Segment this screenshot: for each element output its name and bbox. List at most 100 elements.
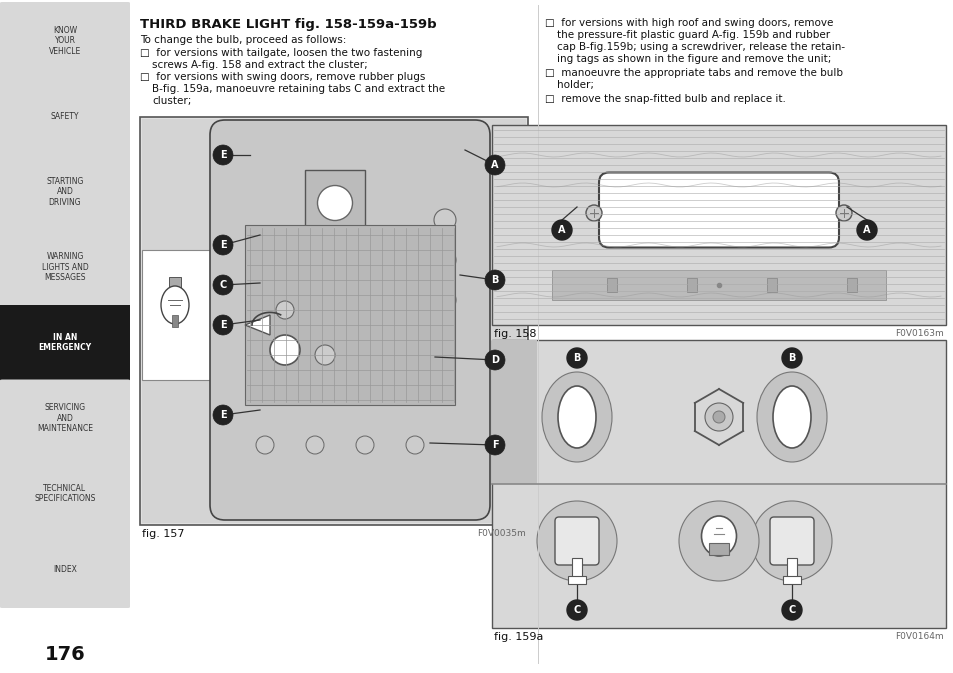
Text: the pressure-fit plastic guard A-fig. 159b and rubber: the pressure-fit plastic guard A-fig. 15… [557,30,829,40]
Text: B: B [787,353,795,363]
Text: A: A [491,160,498,170]
Circle shape [213,405,233,425]
Text: C: C [787,605,795,615]
Circle shape [712,411,724,423]
Text: fig. 159a: fig. 159a [494,632,543,642]
Ellipse shape [317,186,352,221]
Text: SAFETY: SAFETY [51,112,79,120]
Text: B-fig. 159a, manoeuvre retaining tabs C and extract the: B-fig. 159a, manoeuvre retaining tabs C … [152,84,445,94]
Text: □  remove the snap-fitted bulb and replace it.: □ remove the snap-fitted bulb and replac… [544,94,785,104]
Ellipse shape [275,301,294,319]
Bar [492,340,537,484]
Text: SERVICING
AND
MAINTENANCE: SERVICING AND MAINTENANCE [37,403,92,433]
Text: A: A [862,225,870,235]
Bar [245,225,455,405]
Text: B: B [491,275,498,285]
Bar [169,277,181,295]
Circle shape [585,205,601,221]
FancyBboxPatch shape [0,455,131,532]
Bar [305,170,365,235]
Ellipse shape [161,286,189,324]
Circle shape [781,348,801,368]
Circle shape [781,600,801,620]
Text: E: E [219,150,226,160]
Text: F0V0035m: F0V0035m [476,529,525,538]
Text: B: B [573,353,580,363]
Bar [782,576,801,584]
FancyBboxPatch shape [0,77,131,155]
Circle shape [566,600,586,620]
Bar [552,270,885,300]
Ellipse shape [355,436,374,454]
Circle shape [552,220,572,240]
FancyBboxPatch shape [0,380,131,457]
Text: F: F [491,440,497,450]
Ellipse shape [314,345,335,365]
FancyBboxPatch shape [0,229,131,306]
Bar [142,119,525,523]
Ellipse shape [270,335,299,365]
Text: E: E [219,410,226,420]
Ellipse shape [406,436,423,454]
Circle shape [213,145,233,165]
Bar [492,340,945,628]
Circle shape [484,435,504,455]
FancyBboxPatch shape [769,517,813,565]
Bar [686,278,697,292]
FancyBboxPatch shape [598,172,838,248]
Text: C: C [219,280,227,290]
Text: E: E [219,320,226,330]
Bar [142,250,232,380]
Text: screws A-fig. 158 and extract the cluster;: screws A-fig. 158 and extract the cluste… [152,60,367,70]
Text: D: D [491,355,498,365]
Text: □  manoeuvre the appropriate tabs and remove the bulb: □ manoeuvre the appropriate tabs and rem… [544,68,842,78]
FancyBboxPatch shape [0,153,131,230]
Text: cluster;: cluster; [152,96,192,106]
Text: A: A [558,225,565,235]
Ellipse shape [541,372,612,462]
Text: STARTING
AND
DRIVING: STARTING AND DRIVING [47,177,84,207]
Text: holder;: holder; [557,80,594,90]
Text: INDEX: INDEX [53,565,77,574]
Polygon shape [245,315,270,335]
Text: TECHNICAL
SPECIFICATIONS: TECHNICAL SPECIFICATIONS [34,484,95,503]
Text: IN AN
EMERGENCY: IN AN EMERGENCY [38,333,91,353]
Circle shape [213,235,233,255]
Ellipse shape [679,501,759,581]
Bar [708,543,728,555]
FancyBboxPatch shape [210,120,490,520]
Text: WARNING
LIGHTS AND
MESSAGES: WARNING LIGHTS AND MESSAGES [42,252,89,282]
Bar [572,558,581,578]
Circle shape [704,403,732,431]
Text: fig. 157: fig. 157 [142,529,184,539]
Text: □  for versions with tailgate, loosen the two fastening: □ for versions with tailgate, loosen the… [140,48,422,58]
Circle shape [484,270,504,290]
Ellipse shape [255,436,274,454]
Ellipse shape [434,249,456,271]
Ellipse shape [772,386,810,448]
Bar [606,278,617,292]
Text: THIRD BRAKE LIGHT fig. 158-159a-159b: THIRD BRAKE LIGHT fig. 158-159a-159b [140,18,436,31]
Bar [567,576,585,584]
Bar [172,315,178,327]
Ellipse shape [434,289,456,311]
FancyBboxPatch shape [0,530,131,608]
Text: To change the bulb, proceed as follows:: To change the bulb, proceed as follows: [140,35,346,45]
Text: ing tags as shown in the figure and remove the unit;: ing tags as shown in the figure and remo… [557,54,830,64]
Bar [766,278,776,292]
FancyBboxPatch shape [0,305,132,380]
Circle shape [484,155,504,175]
Ellipse shape [700,516,736,556]
Text: □  for versions with swing doors, remove rubber plugs: □ for versions with swing doors, remove … [140,72,425,82]
Text: C: C [573,605,580,615]
Text: F0V0164m: F0V0164m [895,632,943,641]
Circle shape [484,350,504,370]
Text: cap B-fig.159b; using a screwdriver, release the retain-: cap B-fig.159b; using a screwdriver, rel… [557,42,844,52]
Bar [846,278,856,292]
Text: F0V0163m: F0V0163m [894,329,943,338]
FancyBboxPatch shape [0,2,131,79]
Text: 176: 176 [45,645,85,664]
Ellipse shape [757,372,826,462]
Bar [140,117,527,525]
FancyBboxPatch shape [555,517,598,565]
